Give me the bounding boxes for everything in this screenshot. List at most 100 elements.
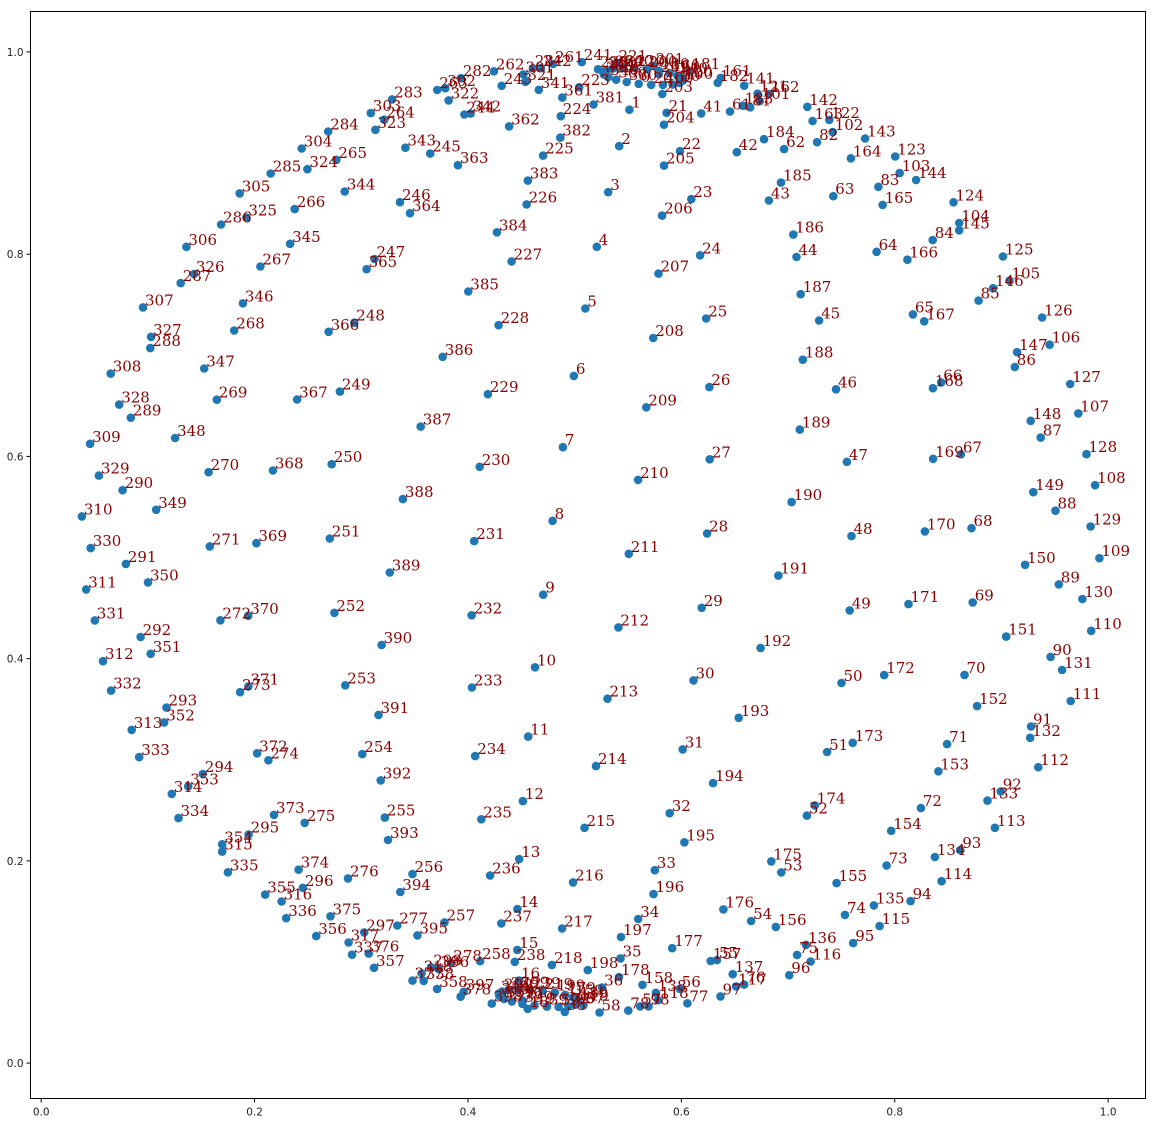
scatter-point (879, 670, 889, 680)
scatter-point (792, 252, 801, 262)
point-label: 350 (150, 566, 179, 584)
point-label: 97 (723, 980, 742, 998)
scatter-point (77, 512, 87, 521)
point-label: 72 (923, 792, 942, 810)
point-label: 65 (915, 298, 934, 316)
scatter-point (872, 247, 881, 257)
scatter-point (522, 200, 531, 209)
scatter-point (467, 611, 476, 620)
scatter-point (146, 343, 155, 353)
point-label: 322 (451, 84, 480, 102)
point-label: 266 (297, 193, 326, 211)
point-label: 284 (330, 116, 359, 134)
scatter-point (444, 96, 453, 105)
scatter-point (379, 115, 389, 124)
point-label: 116 (813, 946, 842, 964)
scatter-point (311, 931, 321, 941)
point-label: 228 (501, 309, 530, 327)
scatter-point (1078, 594, 1087, 604)
point-label: 77 (689, 987, 708, 1005)
point-label: 214 (598, 750, 627, 768)
scatter-point (364, 949, 374, 958)
scatter-point (467, 683, 477, 692)
point-label: 375 (333, 900, 362, 918)
scatter-point (996, 787, 1005, 796)
point-label: 283 (394, 83, 423, 101)
point-label: 220 (636, 52, 665, 70)
point-label: 126 (1044, 302, 1073, 320)
point-label: 342 (473, 98, 502, 116)
point-label: 301 (525, 58, 554, 76)
point-label: 280 (608, 54, 637, 72)
point-label: 196 (656, 878, 685, 896)
scatter-point (393, 921, 402, 930)
point-label: 44 (799, 241, 818, 259)
scatter-point (459, 987, 469, 997)
point-label: 293 (169, 692, 198, 710)
point-label: 91 (1033, 711, 1052, 729)
point-label: 217 (564, 913, 593, 931)
point-label: 297 (366, 916, 395, 934)
scatter-point (510, 957, 520, 967)
scatter-point (810, 801, 820, 810)
point-label: 59 (561, 991, 580, 1009)
point-label: 307 (145, 291, 174, 309)
point-label: 292 (143, 621, 172, 639)
scatter-point (238, 299, 248, 308)
scatter-point (374, 710, 383, 720)
point-label: 12 (525, 785, 544, 803)
point-label: 311 (88, 573, 117, 591)
scatter-point (106, 369, 115, 378)
scatter-point (1005, 276, 1014, 286)
point-label: 312 (105, 645, 134, 663)
point-label: 178 (621, 961, 650, 979)
scatter-point (475, 462, 485, 472)
point-label: 200 (649, 53, 678, 71)
scatter-point (847, 531, 856, 541)
scatter-point (875, 921, 884, 931)
point-label: 176 (725, 893, 754, 911)
point-label: 66 (943, 366, 962, 384)
point-label: 58 (602, 997, 621, 1015)
scatter-point (580, 823, 589, 833)
point-label: 396 (441, 953, 470, 971)
y-tick-label: 1.0 (7, 47, 24, 59)
point-label: 61 (732, 96, 751, 114)
scatter-point (383, 835, 393, 845)
point-label: 367 (299, 384, 328, 402)
scatter-point (324, 327, 333, 337)
scatter-point (611, 75, 621, 84)
scatter-point (343, 874, 353, 883)
point-label: 326 (196, 258, 225, 276)
scatter-point (335, 387, 345, 396)
point-label: 390 (384, 629, 413, 647)
point-label: 235 (483, 803, 512, 821)
point-label: 48 (854, 520, 873, 538)
point-label: 25 (708, 303, 727, 321)
point-label: 67 (963, 438, 982, 456)
scatter-point (136, 632, 145, 642)
point-label: 157 (713, 945, 742, 963)
point-label: 3 (610, 176, 620, 194)
scatter-point (1095, 553, 1104, 563)
point-label: 141 (746, 70, 775, 88)
point-label: 54 (753, 905, 772, 923)
point-label: 381 (596, 89, 625, 107)
scatter-point (514, 976, 524, 985)
scatter-point (558, 442, 568, 452)
point-label: 88 (1058, 495, 1077, 513)
scatter-point (530, 1001, 539, 1010)
scatter-point (680, 838, 689, 847)
scatter-point (644, 1002, 653, 1011)
point-label: 57 (642, 990, 661, 1008)
point-label: 368 (275, 455, 304, 473)
y-axis-ticks: 0.0 0.2 0.4 0.6 0.8 1.0 (7, 47, 31, 1070)
scatter-point (988, 283, 998, 293)
point-label: 249 (342, 376, 371, 394)
scatter-point (556, 111, 566, 121)
point-label: 171 (911, 588, 940, 606)
scatter-point (687, 194, 696, 204)
scatter-point (998, 252, 1008, 261)
scatter-point (673, 71, 682, 80)
